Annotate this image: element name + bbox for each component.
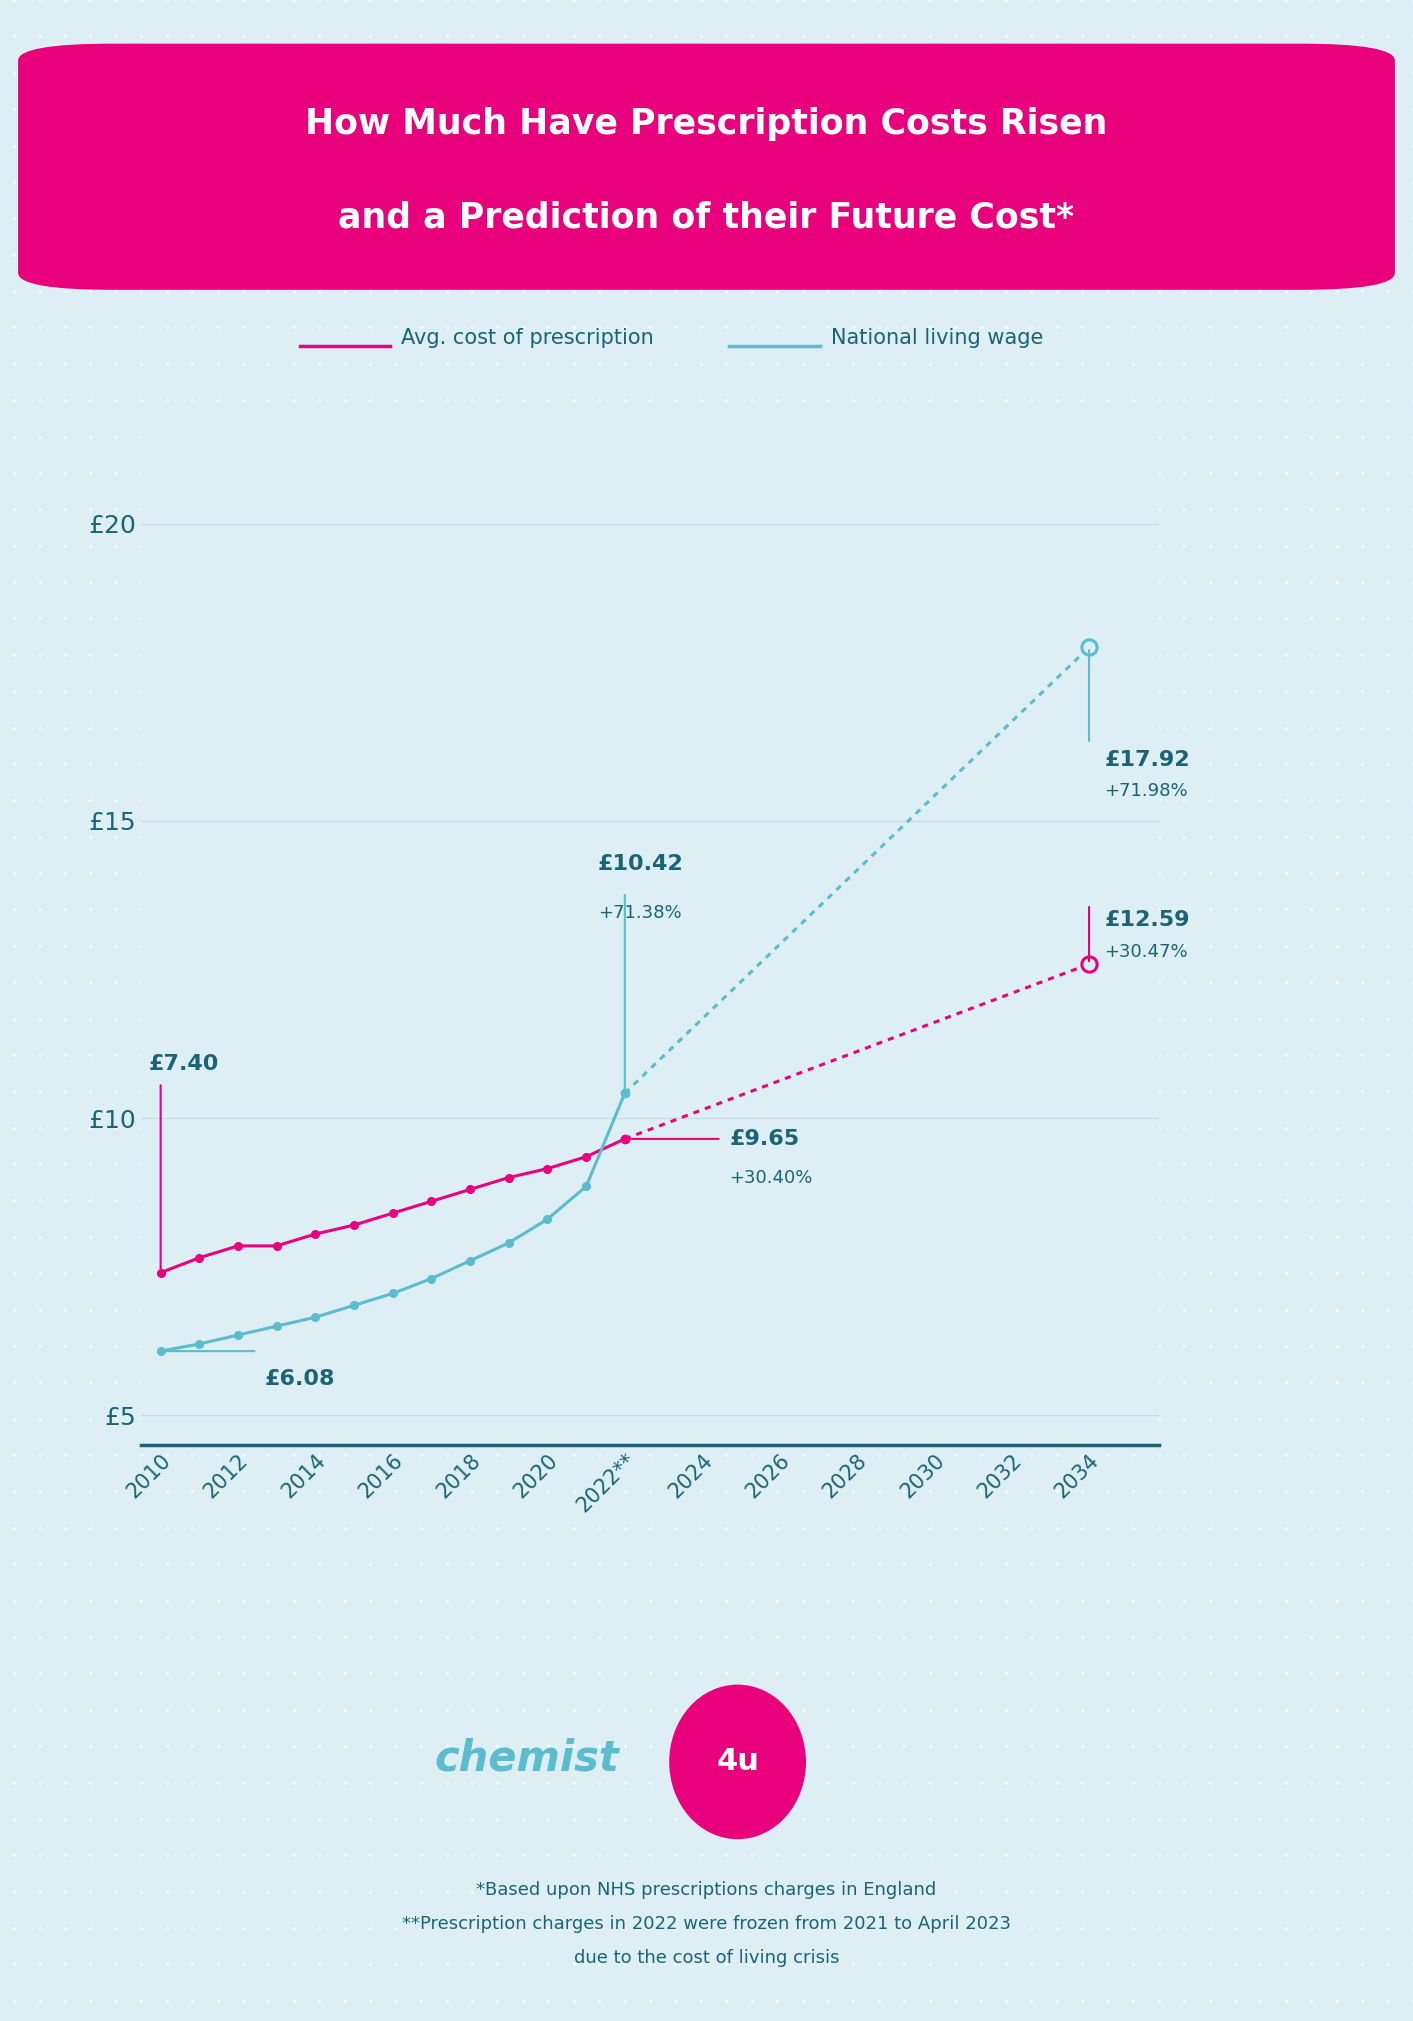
Text: Avg. cost of prescription: Avg. cost of prescription — [401, 327, 654, 348]
Text: How Much Have Prescription Costs Risen: How Much Have Prescription Costs Risen — [305, 107, 1108, 141]
FancyBboxPatch shape — [18, 44, 1395, 289]
Text: £9.65: £9.65 — [729, 1130, 800, 1148]
Text: **Prescription charges in 2022 were frozen from 2021 to April 2023: **Prescription charges in 2022 were froz… — [403, 1916, 1010, 1932]
Text: *Based upon NHS prescriptions charges in England: *Based upon NHS prescriptions charges in… — [476, 1882, 937, 1898]
Text: +71.38%: +71.38% — [598, 903, 681, 922]
Text: and a Prediction of their Future Cost*: and a Prediction of their Future Cost* — [339, 200, 1074, 234]
Text: £6.08: £6.08 — [266, 1368, 335, 1388]
Text: chemist: chemist — [435, 1738, 619, 1778]
Text: £10.42: £10.42 — [598, 855, 684, 875]
Text: due to the cost of living crisis: due to the cost of living crisis — [574, 1950, 839, 1966]
Text: £12.59: £12.59 — [1105, 909, 1190, 930]
Text: National living wage: National living wage — [831, 327, 1043, 348]
Ellipse shape — [670, 1686, 805, 1839]
Text: £17.92: £17.92 — [1105, 750, 1190, 770]
Text: +30.40%: +30.40% — [729, 1168, 812, 1186]
Text: £7.40: £7.40 — [148, 1053, 219, 1073]
Text: +30.47%: +30.47% — [1105, 942, 1188, 960]
Text: +71.98%: +71.98% — [1105, 782, 1188, 800]
Text: 4u: 4u — [716, 1748, 759, 1776]
